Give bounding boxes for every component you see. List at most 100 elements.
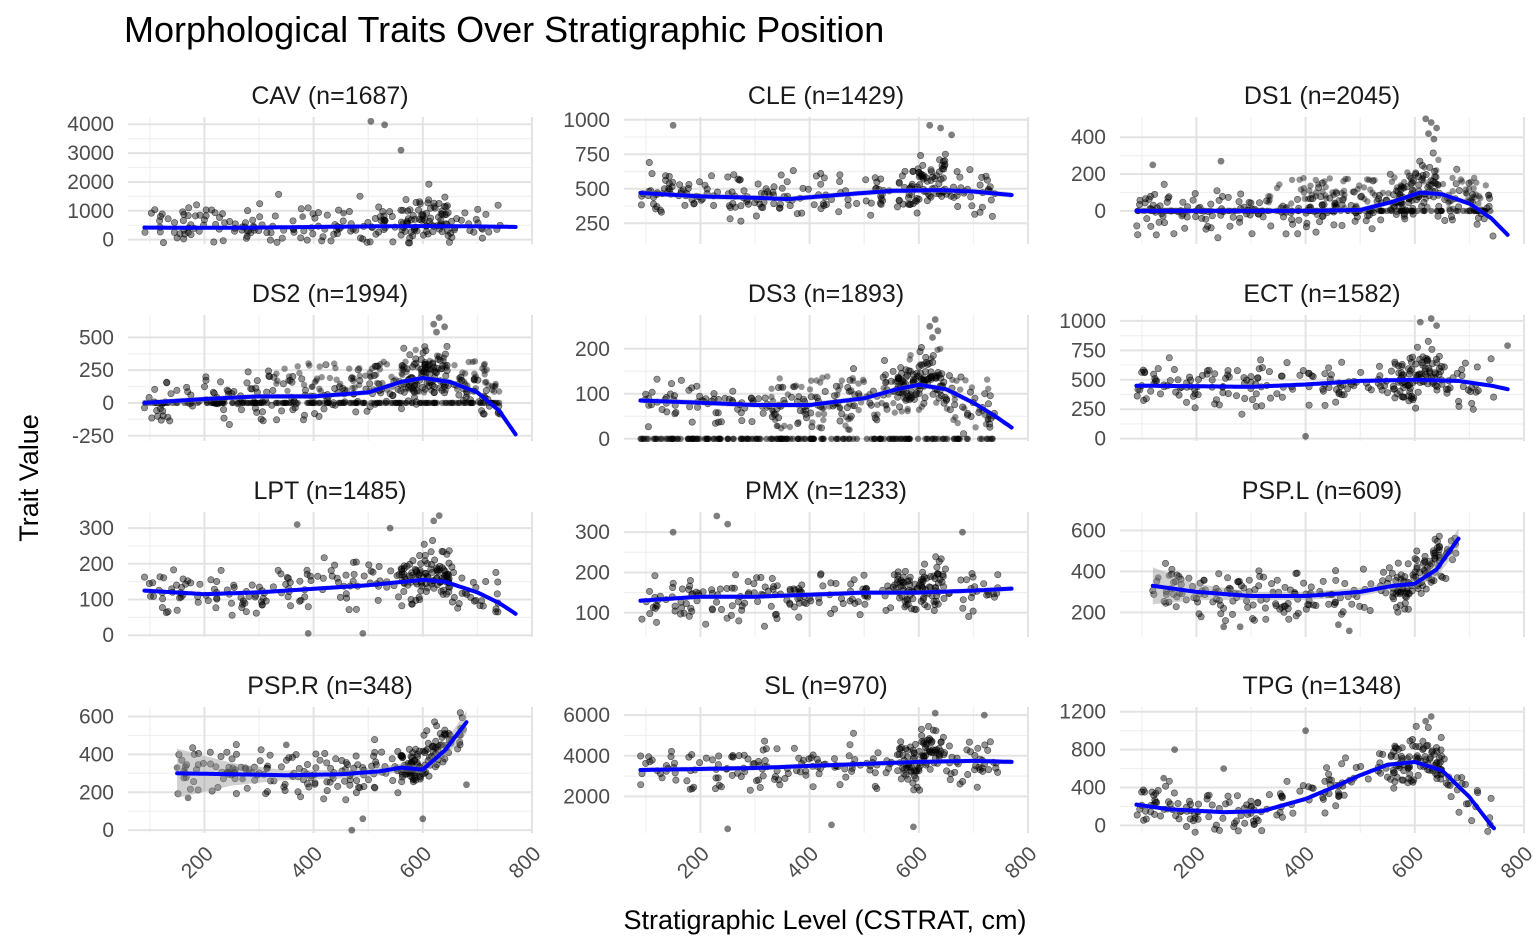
- data-point: [982, 421, 990, 428]
- data-point: [409, 778, 417, 786]
- data-point: [1207, 200, 1215, 208]
- data-point: [920, 376, 927, 383]
- data-point: [213, 577, 221, 585]
- data-point: [1142, 395, 1150, 403]
- data-point: [928, 374, 936, 382]
- data-point: [796, 407, 804, 415]
- data-point: [1427, 713, 1435, 720]
- data-point: [436, 730, 444, 738]
- data-point: [419, 815, 427, 823]
- data-point: [846, 426, 853, 433]
- data-point: [904, 753, 912, 761]
- data-point: [1296, 176, 1303, 183]
- data-point: [902, 745, 910, 753]
- data-point: [776, 200, 784, 208]
- data-point: [938, 162, 946, 170]
- data-point: [1312, 228, 1320, 236]
- data-point: [761, 757, 769, 765]
- data-point: [826, 403, 833, 410]
- data-point: [964, 770, 972, 778]
- data-point: [200, 216, 208, 224]
- data-point: [1371, 192, 1379, 199]
- data-point: [427, 548, 435, 556]
- data-point: [422, 360, 430, 368]
- data-point: [832, 579, 840, 587]
- data-point: [1294, 609, 1302, 617]
- data-point: [994, 571, 1002, 579]
- data-point: [734, 175, 742, 183]
- y-tick-label: 200: [1071, 163, 1106, 186]
- data-point: [477, 399, 484, 407]
- data-point: [1174, 376, 1182, 384]
- data-point: [830, 755, 838, 763]
- data-point: [282, 741, 290, 749]
- data-point: [940, 165, 948, 173]
- data-point: [322, 361, 330, 369]
- data-point: [877, 175, 885, 183]
- data-point: [1455, 808, 1463, 816]
- data-point: [160, 239, 168, 247]
- data-point: [1289, 809, 1297, 817]
- data-point: [1213, 187, 1221, 195]
- data-point: [1205, 791, 1213, 799]
- data-point: [356, 377, 364, 385]
- data-point: [471, 370, 478, 377]
- data-point: [683, 777, 691, 785]
- data-point: [428, 387, 435, 394]
- data-point: [1391, 394, 1399, 402]
- data-point: [921, 394, 929, 402]
- data-point: [367, 117, 375, 125]
- data-point: [1205, 813, 1213, 821]
- data-point: [159, 407, 167, 415]
- data-point: [1313, 189, 1320, 196]
- data-point: [410, 386, 417, 393]
- data-point: [940, 749, 948, 757]
- data-point: [224, 387, 232, 395]
- data-point: [348, 373, 356, 381]
- data-point: [441, 323, 448, 331]
- data-point: [1332, 576, 1340, 584]
- data-point: [1254, 374, 1262, 382]
- data-point: [216, 214, 224, 222]
- data-point: [431, 718, 439, 726]
- data-point: [1162, 559, 1170, 567]
- data-point: [308, 383, 315, 391]
- data-point: [285, 754, 293, 762]
- data-point: [930, 606, 938, 614]
- data-point: [490, 388, 498, 395]
- data-point: [715, 435, 722, 442]
- data-point: [374, 596, 382, 604]
- data-point: [323, 759, 331, 767]
- data-point: [180, 235, 188, 243]
- data-point: [708, 586, 716, 594]
- data-point: [456, 709, 464, 717]
- data-point: [729, 435, 737, 442]
- data-point: [973, 783, 981, 791]
- data-point: [1452, 180, 1460, 188]
- data-point: [638, 435, 645, 442]
- data-point: [1296, 787, 1304, 795]
- data-point: [359, 235, 367, 243]
- data-point: [1356, 182, 1363, 189]
- data-point: [1349, 188, 1357, 195]
- data-point: [1252, 402, 1260, 410]
- data-point: [910, 749, 918, 757]
- data-point: [1292, 569, 1300, 577]
- data-point: [967, 193, 975, 201]
- y-tick-label: 250: [1071, 398, 1106, 421]
- data-point: [1439, 180, 1447, 188]
- data-point: [923, 360, 931, 368]
- data-point: [433, 364, 441, 372]
- data-point: [1338, 222, 1346, 230]
- data-point: [482, 577, 490, 585]
- data-point: [901, 167, 909, 175]
- data-point: [1442, 574, 1450, 582]
- data-point: [891, 409, 898, 416]
- data-point: [893, 203, 901, 211]
- data-point: [1504, 342, 1511, 349]
- data-point: [277, 570, 285, 578]
- data-point: [1397, 186, 1405, 194]
- data-point: [1457, 176, 1465, 183]
- data-point: [724, 520, 732, 528]
